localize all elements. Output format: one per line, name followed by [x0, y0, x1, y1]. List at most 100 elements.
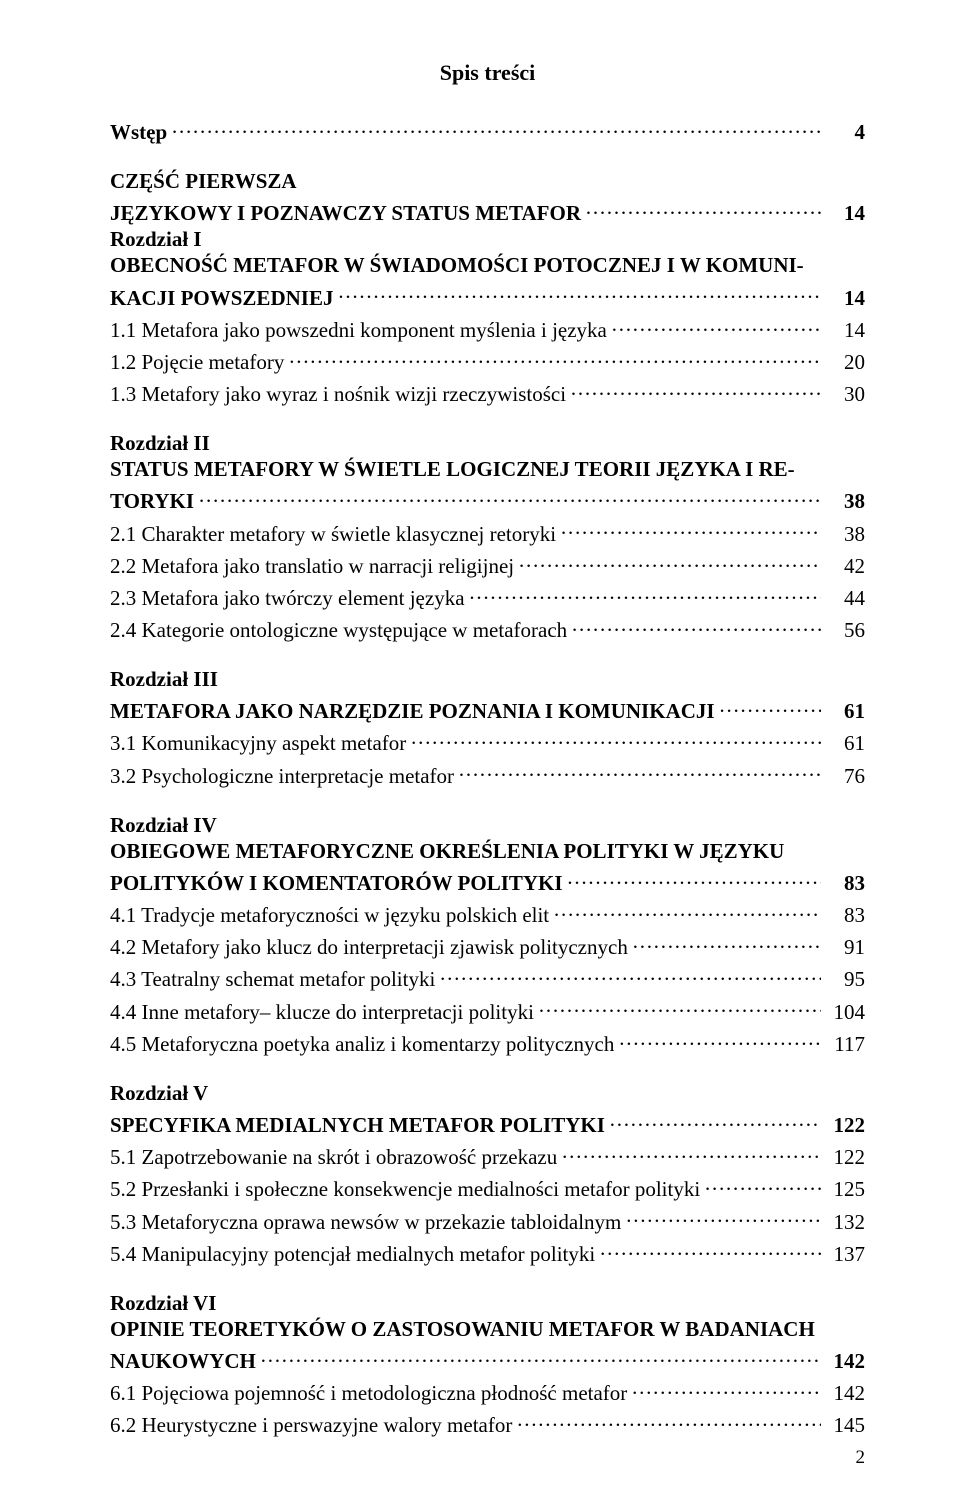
- toc-entry: JĘZYKOWY I POZNAWCZY STATUS METAFOR 14: [110, 195, 865, 226]
- toc-entry: 3.2 Psychologiczne interpretacje metafor…: [110, 757, 865, 788]
- toc-entry-label: CZĘŚĆ PIERWSZA: [110, 169, 297, 194]
- toc-entry-label: 2.3 Metafora jako twórczy element języka: [110, 586, 465, 611]
- toc-entry: 4.2 Metafory jako klucz do interpretacji…: [110, 929, 865, 960]
- toc-entry-label: KACJI POWSZEDNIEJ: [110, 286, 333, 311]
- toc-entry-label: 1.2 Pojęcie metafory: [110, 350, 284, 375]
- toc-entry: 6.2 Heurystyczne i perswazyjne walory me…: [110, 1407, 865, 1438]
- toc-section: Rozdział IIIMETAFORA JAKO NARZĘDZIE POZN…: [110, 667, 865, 789]
- toc-entry: 4.1 Tradycje metaforyczności w języku po…: [110, 897, 865, 928]
- toc-entry-label: Wstęp: [110, 120, 167, 145]
- toc-entry-label: OBIEGOWE METAFORYCZNE OKREŚLENIA POLITYK…: [110, 839, 784, 864]
- toc-entry: TORYKI38: [110, 483, 865, 514]
- toc-entry-page: 122: [825, 1145, 865, 1170]
- toc-entry-label: 5.4 Manipulacyjny potencjał medialnych m…: [110, 1242, 595, 1267]
- toc-leader-dots: [585, 195, 821, 220]
- toc-section: CZĘŚĆ PIERWSZAJĘZYKOWY I POZNAWCZY STATU…: [110, 169, 865, 407]
- toc-entry-label: Rozdział I: [110, 227, 202, 252]
- toc-leader-dots: [518, 548, 821, 573]
- toc-entry: 2.3 Metafora jako twórczy element języka…: [110, 580, 865, 611]
- toc-entry-label: SPECYFIKA MEDIALNYCH METAFOR POLITYKI: [110, 1113, 605, 1138]
- toc-entry: 5.3 Metaforyczna oprawa newsów w przekaz…: [110, 1203, 865, 1234]
- toc-entry: CZĘŚĆ PIERWSZA: [110, 169, 865, 194]
- toc-entry-page: 14: [825, 286, 865, 311]
- toc-entry-page: 142: [825, 1349, 865, 1374]
- toc-leader-dots: [609, 1107, 821, 1132]
- toc-leader-dots: [439, 961, 821, 986]
- toc-leader-dots: [198, 483, 821, 508]
- toc-entry-page: 83: [825, 903, 865, 928]
- toc-section: Wstęp 4: [110, 114, 865, 145]
- toc-entry: SPECYFIKA MEDIALNYCH METAFOR POLITYKI 122: [110, 1107, 865, 1138]
- toc-entry: 2.4 Kategorie ontologiczne występujące w…: [110, 612, 865, 643]
- toc-entry-page: 137: [825, 1242, 865, 1267]
- toc-entry-label: 3.2 Psychologiczne interpretacje metafor: [110, 764, 454, 789]
- toc-entry-label: JĘZYKOWY I POZNAWCZY STATUS METAFOR: [110, 201, 581, 226]
- toc-entry-page: 125: [825, 1177, 865, 1202]
- toc-leader-dots: [561, 1139, 821, 1164]
- toc-section: Rozdział VIOPINIE TEORETYKÓW O ZASTOSOWA…: [110, 1291, 865, 1439]
- toc-leader-dots: [567, 865, 821, 890]
- toc-entry-page: 76: [825, 764, 865, 789]
- toc-entry: 6.1 Pojęciowa pojemność i metodologiczna…: [110, 1375, 865, 1406]
- toc-entry-label: STATUS METAFORY W ŚWIETLE LOGICZNEJ TEOR…: [110, 457, 795, 482]
- toc-entry-label: Rozdział III: [110, 667, 218, 692]
- toc-entry-label: 5.1 Zapotrzebowanie na skrót i obrazowoś…: [110, 1145, 557, 1170]
- toc-entry-label: 4.4 Inne metafory– klucze do interpretac…: [110, 1000, 534, 1025]
- page-number: 2: [856, 1447, 866, 1469]
- toc-entry: KACJI POWSZEDNIEJ 14: [110, 279, 865, 310]
- toc-leader-dots: [469, 580, 821, 605]
- toc-entry-label: OBECNOŚĆ METAFOR W ŚWIADOMOŚCI POTOCZNEJ…: [110, 253, 804, 278]
- toc-entry: OPINIE TEORETYKÓW O ZASTOSOWANIU METAFOR…: [110, 1317, 865, 1342]
- toc-entry-page: 56: [825, 618, 865, 643]
- toc-entry-page: 83: [825, 871, 865, 896]
- toc-leader-dots: [410, 725, 821, 750]
- toc-entry-label: 3.1 Komunikacyjny aspekt metafor: [110, 731, 406, 756]
- toc-leader-dots: [337, 279, 821, 304]
- toc-entry: 3.1 Komunikacyjny aspekt metafor61: [110, 725, 865, 756]
- toc-entry: Rozdział VI: [110, 1291, 865, 1316]
- toc-leader-dots: [631, 1375, 821, 1400]
- toc-entry-label: 2.2 Metafora jako translatio w narracji …: [110, 554, 514, 579]
- toc-section: Rozdział VSPECYFIKA MEDIALNYCH METAFOR P…: [110, 1081, 865, 1267]
- toc-entry: Rozdział I: [110, 227, 865, 252]
- toc-entry-label: Rozdział IV: [110, 813, 217, 838]
- toc-leader-dots: [719, 693, 821, 718]
- toc-entry: NAUKOWYCH142: [110, 1343, 865, 1374]
- toc-entry: Rozdział III: [110, 667, 865, 692]
- toc-entry-page: 38: [825, 522, 865, 547]
- toc-container: Wstęp4CZĘŚĆ PIERWSZAJĘZYKOWY I POZNAWCZY…: [110, 114, 865, 1438]
- toc-entry-page: 61: [825, 699, 865, 724]
- toc-entry-page: 30: [825, 382, 865, 407]
- toc-section: Rozdział IISTATUS METAFORY W ŚWIETLE LOG…: [110, 431, 865, 643]
- toc-leader-dots: [516, 1407, 821, 1432]
- toc-leader-dots: [611, 312, 821, 337]
- toc-entry-page: 122: [825, 1113, 865, 1138]
- toc-entry: 2.2 Metafora jako translatio w narracji …: [110, 548, 865, 579]
- toc-entry: 5.4 Manipulacyjny potencjał medialnych m…: [110, 1236, 865, 1267]
- toc-leader-dots: [553, 897, 821, 922]
- toc-entry-label: 4.5 Metaforyczna poetyka analiz i koment…: [110, 1032, 614, 1057]
- toc-leader-dots: [458, 757, 821, 782]
- toc-entry: 4.5 Metaforyczna poetyka analiz i koment…: [110, 1026, 865, 1057]
- toc-entry: 5.1 Zapotrzebowanie na skrót i obrazowoś…: [110, 1139, 865, 1170]
- toc-section: Rozdział IVOBIEGOWE METAFORYCZNE OKREŚLE…: [110, 813, 865, 1057]
- toc-entry-page: 145: [825, 1413, 865, 1438]
- toc-entry-page: 132: [825, 1210, 865, 1235]
- toc-entry: STATUS METAFORY W ŚWIETLE LOGICZNEJ TEOR…: [110, 457, 865, 482]
- toc-entry-label: 5.3 Metaforyczna oprawa newsów w przekaz…: [110, 1210, 621, 1235]
- toc-entry: 1.2 Pojęcie metafory 20: [110, 344, 865, 375]
- toc-entry-page: 20: [825, 350, 865, 375]
- toc-entry-page: 4: [825, 120, 865, 145]
- toc-entry-page: 42: [825, 554, 865, 579]
- toc-entry-page: 14: [825, 201, 865, 226]
- toc-leader-dots: [632, 929, 821, 954]
- toc-entry: Rozdział V: [110, 1081, 865, 1106]
- toc-leader-dots: [288, 344, 821, 369]
- toc-entry-label: Rozdział VI: [110, 1291, 216, 1316]
- toc-entry: METAFORA JAKO NARZĘDZIE POZNANIA I KOMUN…: [110, 693, 865, 724]
- toc-leader-dots: [625, 1203, 821, 1228]
- toc-entry-page: 104: [825, 1000, 865, 1025]
- toc-leader-dots: [618, 1026, 821, 1051]
- toc-leader-dots: [704, 1171, 821, 1196]
- toc-entry: Wstęp 4: [110, 114, 865, 145]
